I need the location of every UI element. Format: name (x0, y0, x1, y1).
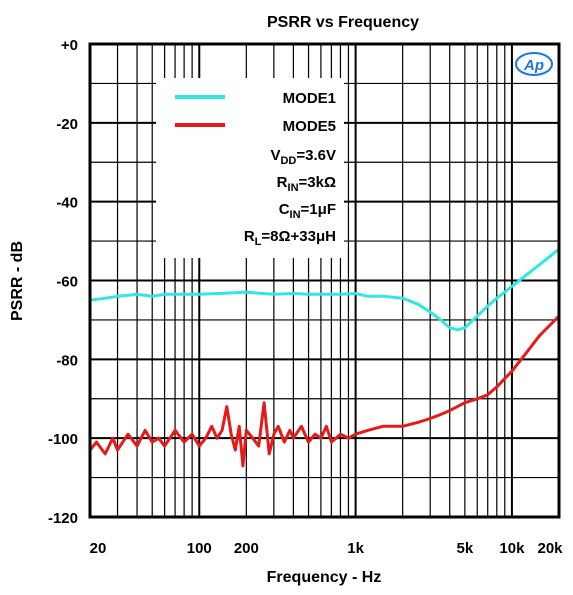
x-axis-ticks: 20 100 200 1k 5k 10k 20k (90, 540, 564, 557)
x-tick-label: 1k (347, 540, 364, 557)
legend: MODE1 MODE5 (175, 90, 336, 135)
series-layer (88, 247, 561, 468)
x-tick-label: 20k (537, 540, 563, 557)
legend-label-mode1: MODE1 (283, 90, 336, 107)
condition-label: RL=8Ω+33μH (244, 228, 336, 248)
ap-logo: Ap (515, 52, 553, 76)
chart-title: PSRR vs Frequency (267, 14, 419, 31)
y-tick-label: -100 (48, 431, 78, 448)
y-axis-ticks: +0 -20 -40 -60 -80 -100 -120 (48, 37, 78, 527)
legend-background (156, 78, 344, 258)
x-tick-label: 5k (457, 540, 474, 557)
x-tick-label: 10k (499, 540, 525, 557)
x-axis-label: Frequency - Hz (267, 569, 382, 586)
y-tick-label: -20 (56, 116, 78, 133)
series-line-mode1 (89, 247, 560, 332)
y-tick-label: +0 (61, 37, 78, 54)
x-tick-label: 200 (234, 540, 259, 557)
y-axis-label: PSRR - dB (9, 241, 26, 321)
x-tick-label: 100 (187, 540, 212, 557)
condition-label: VDD=3.6V (270, 147, 336, 167)
conditions-annotation: VDD=3.6V RIN=3kΩ CIN=1μF RL=8Ω+33μH (244, 147, 336, 248)
x-tick-label: 20 (90, 540, 107, 557)
y-tick-label: -120 (48, 510, 78, 527)
condition-label: CIN=1μF (279, 201, 336, 221)
legend-label-mode5: MODE5 (283, 118, 336, 135)
condition-label: RIN=3kΩ (277, 174, 336, 194)
y-tick-label: -60 (56, 274, 78, 291)
plot-frame (88, 42, 561, 519)
ap-logo-ring (515, 52, 553, 76)
y-tick-label: -80 (56, 352, 78, 369)
y-tick-label: -40 (56, 195, 78, 212)
ap-logo-text: Ap (523, 57, 544, 74)
series-line-mode5 (88, 314, 561, 468)
